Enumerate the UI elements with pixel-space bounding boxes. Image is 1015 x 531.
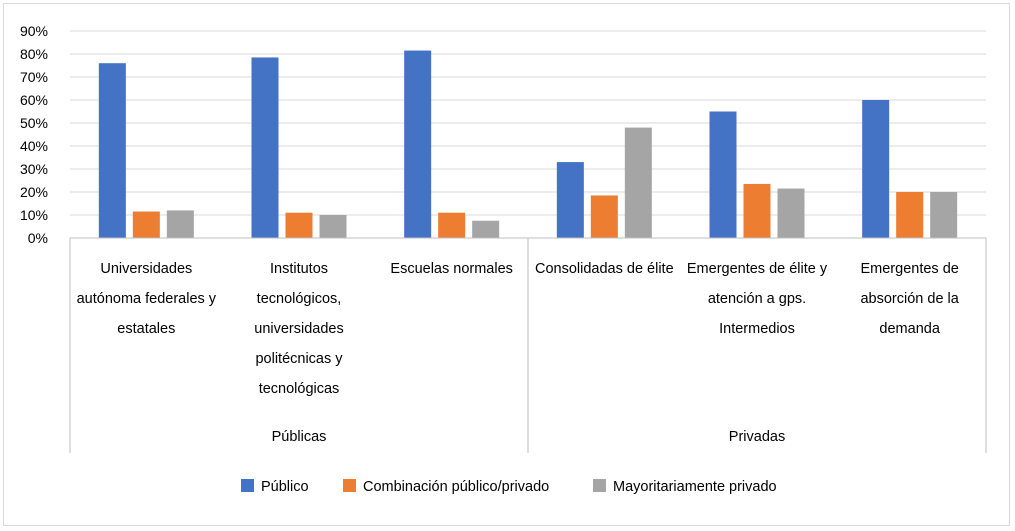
- chart-frame: [3, 3, 1010, 526]
- legend-swatch: [241, 479, 254, 492]
- group-label: Privadas: [729, 429, 785, 445]
- group-label: Públicas: [272, 429, 327, 445]
- y-axis-ticks: 0% 10% 20% 30% 40% 50% 60% 70% 80% 90%: [20, 23, 48, 246]
- bar: [285, 212, 313, 238]
- category-label: Universidades: [100, 261, 192, 277]
- category-label: Institutos: [270, 261, 328, 277]
- y-tick-label: 30%: [20, 161, 48, 177]
- bar: [556, 162, 584, 238]
- y-tick-label: 0%: [28, 230, 48, 246]
- category-label: estatales: [117, 321, 175, 337]
- bar: [709, 111, 737, 238]
- gridlines: [70, 30, 986, 216]
- category-label: Consolidadas de élite: [535, 261, 674, 277]
- bar: [777, 188, 805, 238]
- category-label: tecnológicas: [259, 381, 340, 397]
- y-tick-label: 70%: [20, 69, 48, 85]
- bar: [590, 195, 618, 238]
- category-label: Emergentes de: [860, 261, 958, 277]
- category-label: atención a gps.: [708, 291, 806, 307]
- category-label: universidades: [254, 321, 343, 337]
- category-label: Emergentes de élite y: [687, 261, 828, 277]
- axes: [69, 237, 987, 453]
- y-tick-label: 90%: [20, 23, 48, 39]
- category-labels: Universidades autónoma federales y estatal…: [77, 261, 960, 397]
- bar: [251, 57, 279, 239]
- category-label: tecnológicos,: [257, 291, 342, 307]
- legend-label: Mayoritariamente privado: [613, 479, 777, 495]
- legend-label: Combinación público/privado: [363, 479, 549, 495]
- category-label: autónoma federales y: [77, 291, 217, 307]
- bar: [166, 210, 194, 238]
- legend-label: Público: [261, 479, 309, 495]
- y-tick-label: 50%: [20, 115, 48, 131]
- y-tick-label: 80%: [20, 46, 48, 62]
- y-tick-label: 60%: [20, 92, 48, 108]
- legend: Público Combinación público/privado Mayori…: [241, 479, 777, 495]
- bar: [862, 100, 890, 238]
- bar: [624, 127, 652, 238]
- group-labels: Públicas Privadas: [272, 429, 786, 445]
- legend-swatch: [343, 479, 356, 492]
- bar: [132, 211, 160, 238]
- bar: [438, 212, 466, 238]
- category-label: politécnicas y: [255, 351, 343, 367]
- bar: [472, 220, 500, 238]
- y-tick-label: 20%: [20, 184, 48, 200]
- bars: [98, 50, 958, 239]
- bar: [896, 192, 924, 238]
- bar: [930, 192, 958, 238]
- category-label: absorción de la: [860, 291, 959, 307]
- bar: [743, 183, 771, 238]
- category-label: Intermedios: [719, 321, 795, 337]
- y-tick-label: 10%: [20, 207, 48, 223]
- y-tick-label: 40%: [20, 138, 48, 154]
- bar: [404, 50, 432, 238]
- category-label: demanda: [879, 321, 940, 337]
- bar: [319, 215, 347, 238]
- bar: [98, 63, 126, 239]
- legend-swatch: [593, 479, 606, 492]
- category-label: Escuelas normales: [390, 261, 513, 277]
